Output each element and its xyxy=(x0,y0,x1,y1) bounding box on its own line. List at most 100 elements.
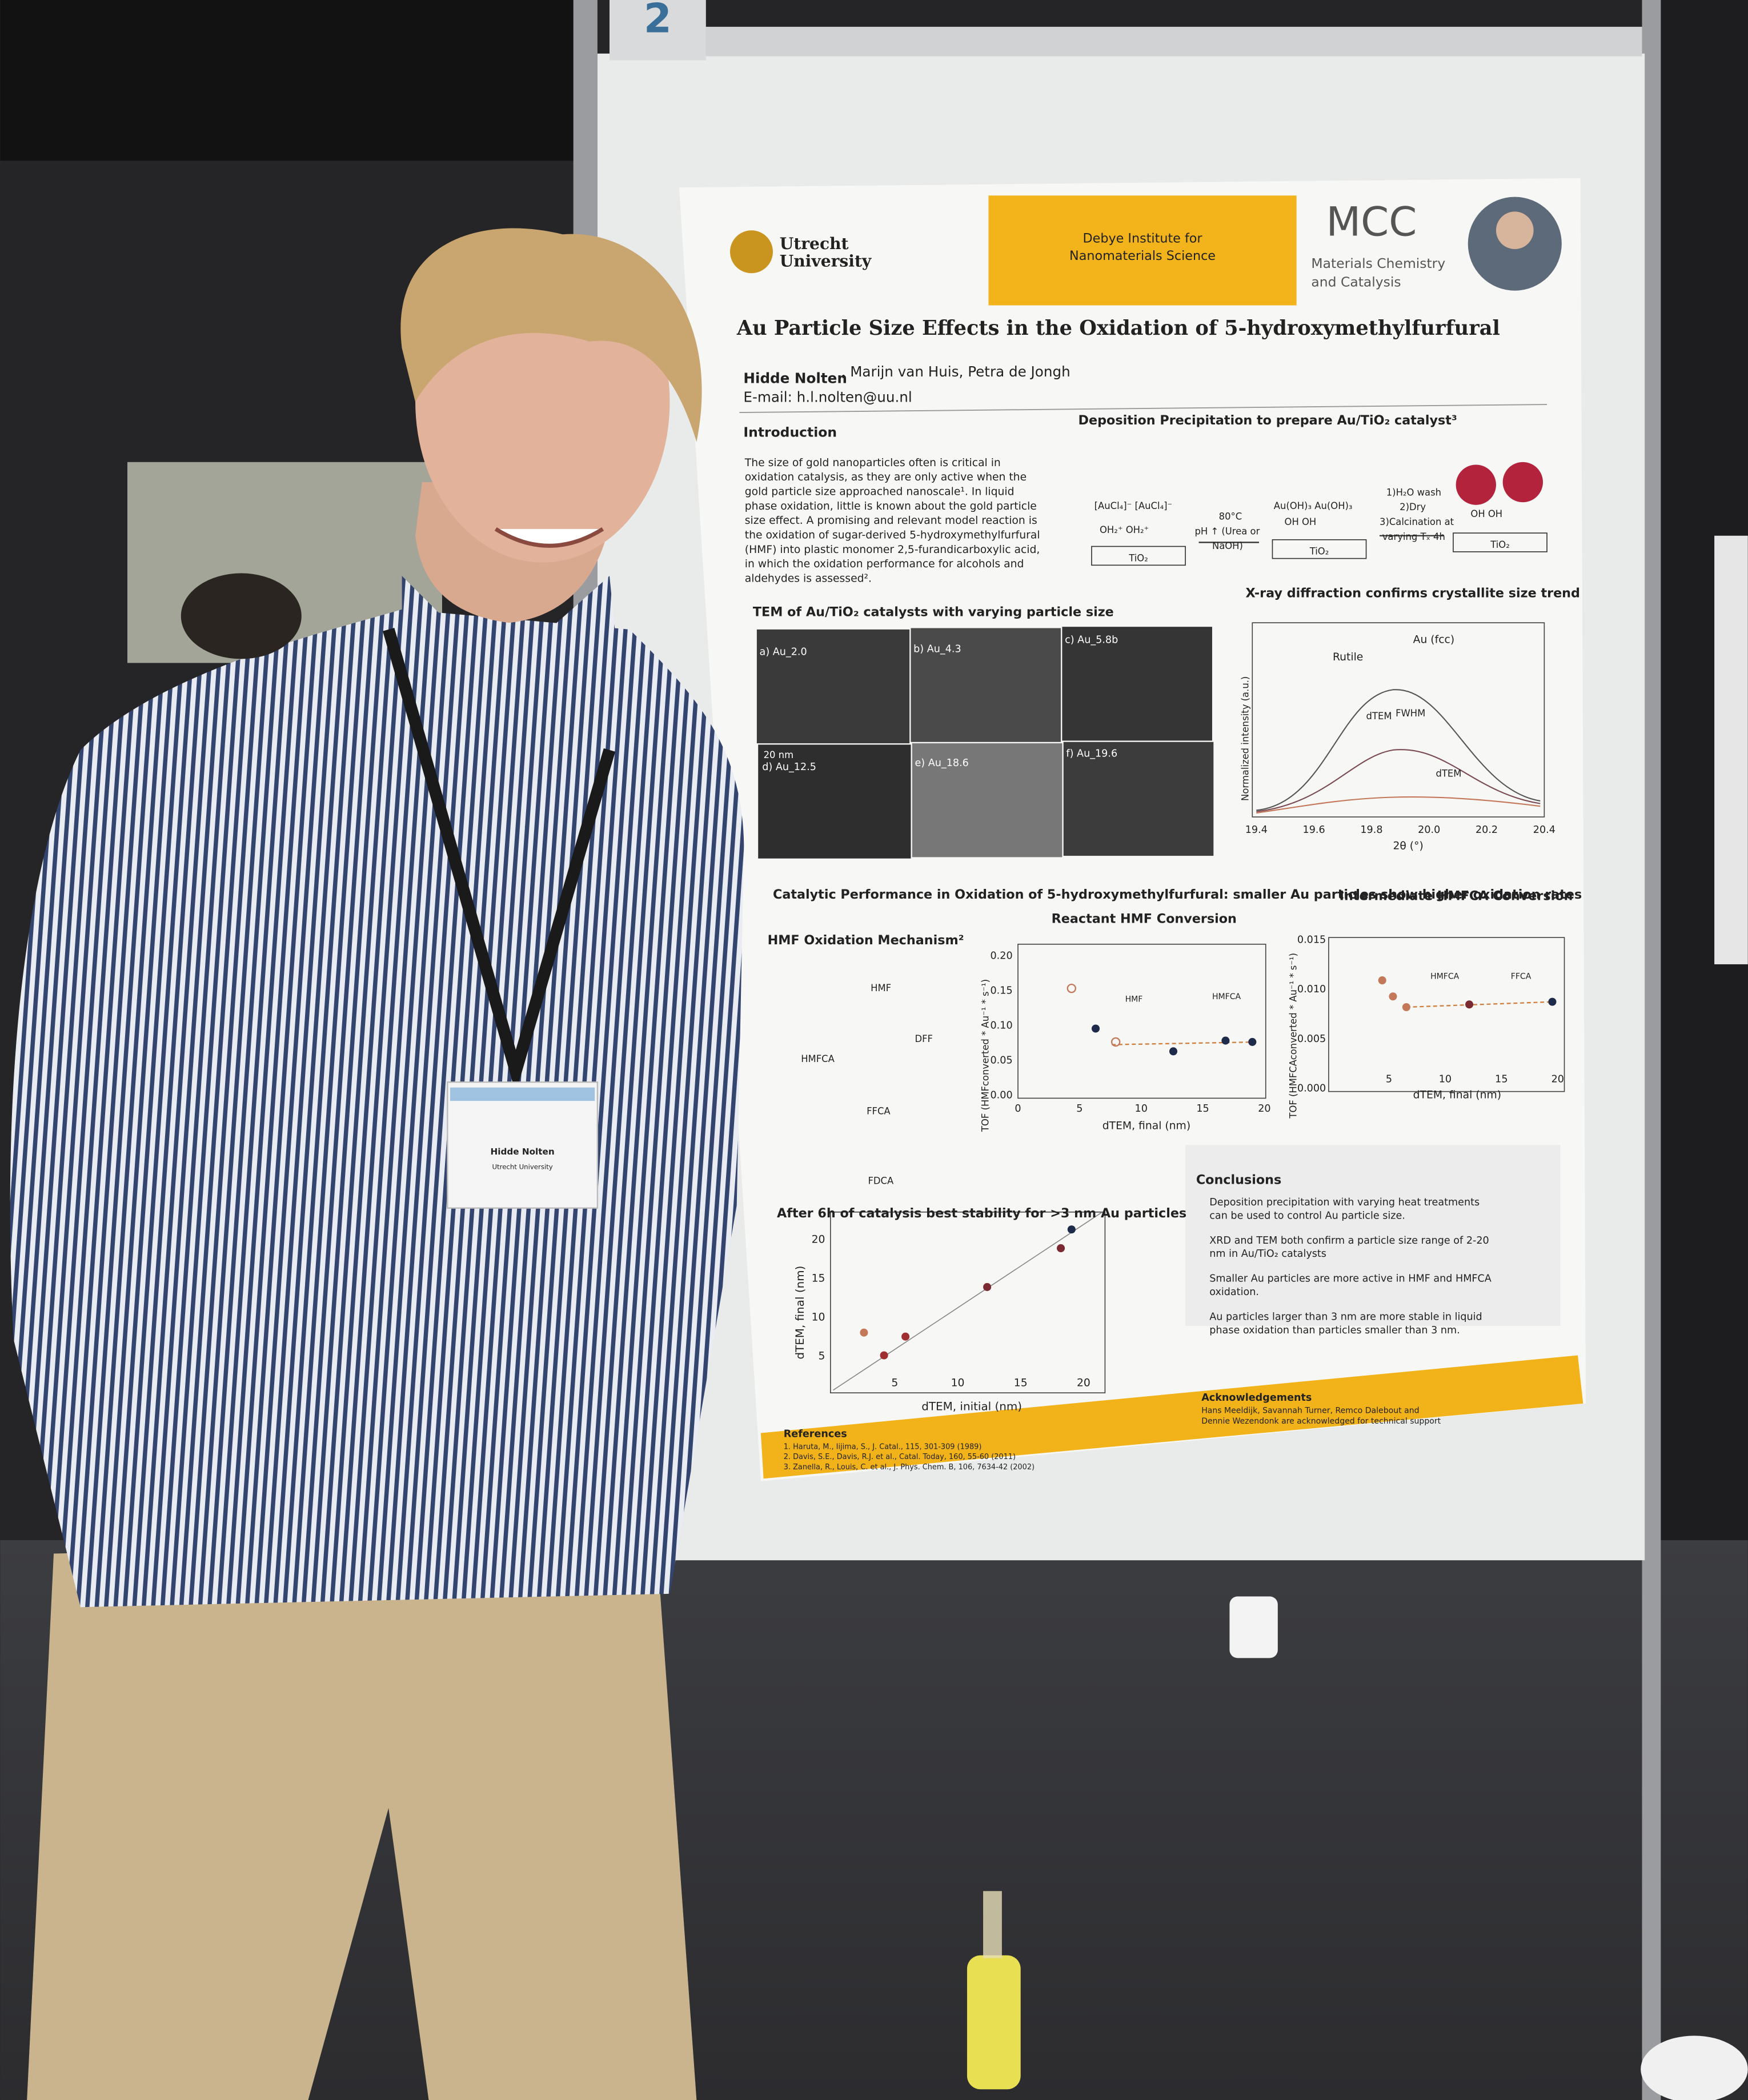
section-heading: Acknowledgements xyxy=(1201,1392,1312,1404)
intro-line: phase oxidation, little is known about t… xyxy=(745,500,1037,512)
ack-line: Dennie Wezendonk are acknowledged for te… xyxy=(1201,1417,1441,1426)
tick-label: 0.05 xyxy=(991,1055,1013,1066)
lanyard xyxy=(383,627,616,1093)
hmf-chart xyxy=(1017,943,1266,1099)
tem-image xyxy=(1063,742,1214,856)
tick-label: 15 xyxy=(812,1273,825,1285)
molecule-label: FFCA xyxy=(867,1106,891,1117)
legend-entry: Au (fcc) xyxy=(1413,634,1455,646)
xrd-chart xyxy=(1252,622,1545,817)
group-name: and Catalysis xyxy=(1311,274,1401,290)
section-heading: Reactant HMF Conversion xyxy=(1052,911,1237,926)
board-number-tag xyxy=(609,0,706,61)
point xyxy=(1378,976,1386,985)
tick-label: 5 xyxy=(1076,1103,1083,1115)
tick-label: 20 xyxy=(1077,1377,1091,1389)
tem-image xyxy=(756,629,910,744)
point xyxy=(1389,992,1397,1001)
shirt xyxy=(10,609,744,1608)
point xyxy=(880,1351,888,1360)
molecule-label: HMF xyxy=(871,983,891,993)
annotation: dTEM xyxy=(1436,768,1461,779)
hmfca-chart xyxy=(1328,937,1565,1092)
annotation: dTEM xyxy=(1366,711,1392,722)
institute-name: Debye Institute for xyxy=(1083,231,1203,246)
diagram-label: OH OH xyxy=(1470,508,1502,519)
section-heading: TEM of Au/TiO₂ catalysts with varying pa… xyxy=(753,604,1114,619)
point xyxy=(983,1283,992,1291)
section-heading: HMF Oxidation Mechanism² xyxy=(768,933,964,948)
chart-frame xyxy=(829,1211,1106,1393)
tem-panel-label: c) Au_5.8b xyxy=(1065,634,1118,646)
axis-label: dTEM, final (nm) xyxy=(1413,1089,1501,1101)
chart-frame xyxy=(1252,622,1545,817)
conclusion-line: can be used to control Au particle size. xyxy=(1209,1210,1405,1221)
tick-label: 10 xyxy=(1135,1103,1148,1115)
intro-line: size effect. A promising and relevant mo… xyxy=(745,515,1037,527)
tem-image xyxy=(1062,627,1212,741)
axis-label: TOF (HMFconverted * Au⁻¹ * s⁻¹) xyxy=(980,979,991,1132)
intro-line: oxidation catalysis, as they are only ac… xyxy=(745,471,1027,483)
tick-label: 5 xyxy=(818,1350,825,1362)
uu-logo xyxy=(729,230,773,274)
reference-line: 2. Davis, S.E., Davis, R.J. et al., Cata… xyxy=(784,1453,1016,1461)
stability-chart xyxy=(829,1211,1106,1393)
tick-label: 10 xyxy=(951,1377,965,1389)
xrd-curve xyxy=(1256,689,1541,811)
badge-header xyxy=(450,1087,595,1101)
diagram-label: pH ↑ (Urea or xyxy=(1194,526,1260,536)
point xyxy=(1402,1003,1410,1012)
tick-label: 19.6 xyxy=(1303,824,1325,836)
support-box xyxy=(1272,539,1367,559)
axis-label: 2θ (°) xyxy=(1393,840,1423,852)
tick-label: 20 xyxy=(1551,1073,1564,1085)
point xyxy=(1110,1037,1121,1047)
tick-label: 5 xyxy=(1386,1073,1392,1085)
diagram-label: 2)Dry xyxy=(1400,502,1426,512)
section-heading: Conclusions xyxy=(1196,1172,1281,1187)
molecule-label: HMFCA xyxy=(801,1053,835,1064)
tem-image xyxy=(912,743,1063,857)
point xyxy=(1057,1244,1065,1253)
tick-label: 19.8 xyxy=(1360,824,1382,836)
debye-banner xyxy=(988,195,1297,306)
tick-label: 20 xyxy=(1258,1103,1270,1115)
point xyxy=(1465,1000,1474,1009)
point xyxy=(1548,997,1557,1006)
tick-label: 0.015 xyxy=(1297,934,1326,945)
tick-label: 15 xyxy=(1495,1073,1508,1085)
cup xyxy=(1641,2035,1748,2100)
molecule-label: FDCA xyxy=(868,1175,894,1186)
section-heading: Deposition Precipitation to prepare Au/T… xyxy=(1079,413,1457,428)
reference-line: 3. Zanella, R., Louis, C. et al., J. Phy… xyxy=(784,1463,1035,1472)
tem-panel-label: d) Au_12.5 xyxy=(762,762,816,773)
diagram-label: 80°C xyxy=(1219,511,1242,522)
smile xyxy=(494,527,604,548)
molecule-label: HMFCA xyxy=(1430,972,1460,981)
diagram-label: OH OH xyxy=(1285,516,1317,527)
diagram-label: TiO₂ xyxy=(1309,546,1329,557)
author-photo-face xyxy=(1496,211,1534,250)
reference-line: 1. Haruta, M., Iijima, S., J. Catal., 11… xyxy=(784,1443,982,1452)
person xyxy=(10,228,744,2100)
axis-label: dTEM, initial (nm) xyxy=(921,1400,1022,1413)
xrd-curve xyxy=(1256,749,1541,812)
bottle xyxy=(967,1955,1021,2090)
tick-label: 0.00 xyxy=(991,1089,1013,1101)
section-heading: Catalytic Performance in Oxidation of 5-… xyxy=(773,887,1582,902)
point xyxy=(1091,1024,1100,1033)
group-logo: MCC xyxy=(1326,199,1417,246)
group-name: Materials Chemistry xyxy=(1311,255,1445,271)
ack-line: Hans Meeldijk, Savannah Turner, Remco Da… xyxy=(1201,1406,1419,1415)
deposition-diagram xyxy=(1091,462,1547,566)
tem-panel-label: e) Au_18.6 xyxy=(915,758,969,769)
molecule-label: HMF xyxy=(1125,995,1143,1004)
tem-panel-label: b) Au_4.3 xyxy=(913,644,961,655)
footer-band xyxy=(760,1355,1583,1479)
tick-label: 0.010 xyxy=(1297,984,1326,995)
trousers xyxy=(27,1540,697,2100)
au-particle xyxy=(1502,462,1543,503)
intro-line: aldehydes is assessed². xyxy=(745,572,872,584)
